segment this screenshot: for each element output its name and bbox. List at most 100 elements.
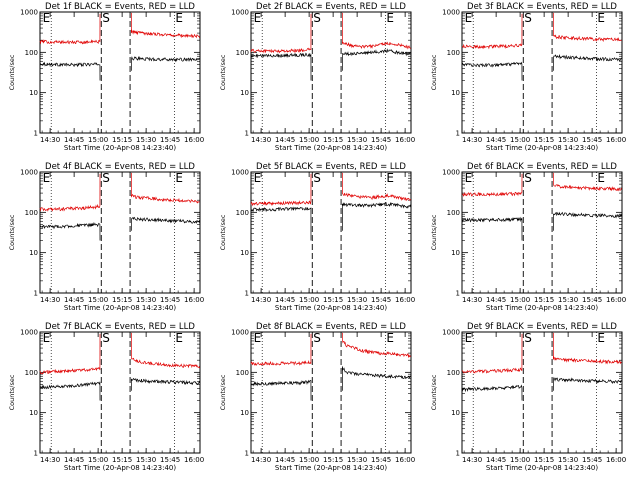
event-marker-label: E xyxy=(597,331,605,345)
x-tick-label: 16:00 xyxy=(395,456,415,464)
x-axis-label: Start Time (20-Apr-08 14:23:40) xyxy=(486,304,598,312)
events-series-line xyxy=(342,201,412,231)
x-tick-label: 15:30 xyxy=(347,136,367,144)
x-tick-label: 14:30 xyxy=(462,136,482,144)
x-tick-label: 15:45 xyxy=(160,456,180,464)
event-marker-label: E xyxy=(465,11,473,25)
events-series-line xyxy=(39,61,101,81)
y-tick-label: 100 xyxy=(236,369,249,377)
lld-series-line xyxy=(553,12,622,43)
x-axis-label: Start Time (20-Apr-08 14:23:40) xyxy=(275,464,387,472)
y-tick-label: 1000 xyxy=(231,329,249,337)
events-series-line xyxy=(131,216,201,231)
y-tick-label: 10 xyxy=(240,249,249,257)
x-tick-label: 15:45 xyxy=(582,296,602,304)
event-marker-label: E xyxy=(43,171,51,185)
x-tick-label: 15:00 xyxy=(510,456,530,464)
x-tick-label: 15:15 xyxy=(534,136,554,144)
x-tick-label: 16:00 xyxy=(606,456,626,464)
x-tick-label: 14:30 xyxy=(40,136,60,144)
x-tick-label: 15:00 xyxy=(299,136,319,144)
x-tick-label: 16:00 xyxy=(184,296,204,304)
x-tick-label: 15:30 xyxy=(558,296,578,304)
events-series-line xyxy=(131,56,200,71)
y-axis-label: Counts/sec xyxy=(8,54,16,90)
event-marker-label: S xyxy=(313,11,321,25)
y-tick-label: 100 xyxy=(236,49,249,57)
x-tick-label: 15:00 xyxy=(299,296,319,304)
lld-series-line xyxy=(39,13,101,45)
event-marker-label: S xyxy=(102,11,110,25)
x-tick-label: 15:30 xyxy=(558,136,578,144)
event-marker-label: S xyxy=(313,171,321,185)
y-axis-label: Counts/sec xyxy=(219,214,227,250)
y-axis-label: Counts/sec xyxy=(430,54,438,90)
plot-frame xyxy=(39,11,201,134)
y-tick-label: 10 xyxy=(29,249,38,257)
x-tick-label: 14:30 xyxy=(251,296,271,304)
y-tick-label: 1 xyxy=(245,450,249,458)
x-tick-label: 16:00 xyxy=(606,136,626,144)
event-marker-label: E xyxy=(465,331,473,345)
lld-series-line xyxy=(553,172,623,192)
y-tick-label: 100 xyxy=(236,209,249,217)
x-tick-label: 14:45 xyxy=(275,296,295,304)
y-tick-label: 10 xyxy=(29,409,38,417)
x-tick-label: 14:45 xyxy=(486,136,506,144)
lld-series-line xyxy=(131,332,200,369)
x-tick-label: 16:00 xyxy=(184,136,204,144)
chart-title: Det 7f BLACK = Events, RED = LLD xyxy=(45,322,195,332)
events-series-line xyxy=(342,366,411,391)
x-tick-label: 15:15 xyxy=(323,296,343,304)
chart-title: Det 4f BLACK = Events, RED = LLD xyxy=(45,162,195,172)
event-marker-label: E xyxy=(386,171,394,185)
plot-frame xyxy=(250,331,412,454)
event-marker-label: E xyxy=(386,11,394,25)
chart-title: Det 2f BLACK = Events, RED = LLD xyxy=(256,2,406,12)
x-tick-label: 15:45 xyxy=(160,296,180,304)
x-tick-label: 14:30 xyxy=(251,136,271,144)
x-tick-label: 15:30 xyxy=(136,456,156,464)
x-tick-label: 14:45 xyxy=(486,456,506,464)
y-tick-label: 1000 xyxy=(20,169,38,177)
events-series-line xyxy=(131,377,200,391)
y-tick-label: 10 xyxy=(451,249,460,257)
events-series-line xyxy=(39,381,101,401)
event-marker-label: E xyxy=(597,171,605,185)
y-tick-label: 1000 xyxy=(442,169,460,177)
y-axis-label: Counts/sec xyxy=(8,214,16,250)
y-tick-label: 1 xyxy=(34,290,38,298)
events-series-line xyxy=(342,48,411,71)
chart-title: Det 9f BLACK = Events, RED = LLD xyxy=(467,322,617,332)
x-tick-label: 15:45 xyxy=(371,296,391,304)
y-axis-label: Counts/sec xyxy=(219,374,227,410)
x-tick-label: 14:45 xyxy=(486,296,506,304)
x-tick-label: 16:00 xyxy=(395,296,415,304)
x-tick-label: 15:45 xyxy=(160,136,180,144)
plot-frame xyxy=(461,11,623,134)
x-axis-label: Start Time (20-Apr-08 14:23:40) xyxy=(275,144,387,152)
x-tick-label: 15:30 xyxy=(136,296,156,304)
y-tick-label: 1000 xyxy=(20,329,38,337)
y-tick-label: 10 xyxy=(240,89,249,97)
y-tick-label: 10 xyxy=(451,409,460,417)
y-tick-label: 1 xyxy=(34,130,38,138)
x-tick-label: 15:00 xyxy=(299,456,319,464)
x-tick-label: 14:45 xyxy=(64,296,84,304)
y-tick-label: 100 xyxy=(447,369,460,377)
y-tick-label: 100 xyxy=(25,49,38,57)
x-tick-label: 15:45 xyxy=(371,136,391,144)
y-tick-label: 10 xyxy=(29,89,38,97)
events-series-line xyxy=(250,379,312,401)
chart-title: Det 6f BLACK = Events, RED = LLD xyxy=(467,162,617,172)
y-tick-label: 1000 xyxy=(442,329,460,337)
events-series-line xyxy=(250,206,312,241)
x-tick-label: 15:30 xyxy=(136,136,156,144)
x-tick-label: 15:15 xyxy=(323,456,343,464)
x-axis-label: Start Time (20-Apr-08 14:23:40) xyxy=(486,464,598,472)
